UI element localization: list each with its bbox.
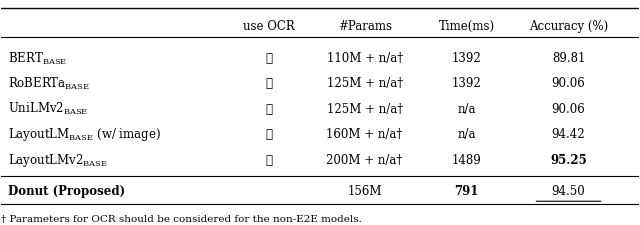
Text: 200M + n/a†: 200M + n/a† bbox=[326, 153, 403, 166]
Text: ✓: ✓ bbox=[266, 77, 273, 90]
Text: ✓: ✓ bbox=[266, 153, 273, 166]
Text: UniLMv2$_\mathregular{BASE}$: UniLMv2$_\mathregular{BASE}$ bbox=[8, 101, 88, 117]
Text: 1392: 1392 bbox=[452, 77, 481, 90]
Text: Accuracy (%): Accuracy (%) bbox=[529, 20, 608, 33]
Text: 1489: 1489 bbox=[452, 153, 481, 166]
Text: 125M + n/a†: 125M + n/a† bbox=[326, 103, 403, 116]
Text: 90.06: 90.06 bbox=[552, 103, 586, 116]
Text: 90.06: 90.06 bbox=[552, 77, 586, 90]
Text: † Parameters for OCR should be considered for the non-E2E models.: † Parameters for OCR should be considere… bbox=[1, 215, 362, 224]
Text: #Params: #Params bbox=[338, 20, 392, 33]
Text: 1392: 1392 bbox=[452, 52, 481, 65]
Text: 89.81: 89.81 bbox=[552, 52, 585, 65]
Text: 791: 791 bbox=[454, 185, 479, 198]
Text: 94.50: 94.50 bbox=[552, 185, 586, 198]
Text: 125M + n/a†: 125M + n/a† bbox=[326, 77, 403, 90]
Text: 94.42: 94.42 bbox=[552, 128, 586, 141]
Text: Time(ms): Time(ms) bbox=[438, 20, 495, 33]
Text: 160M + n/a†: 160M + n/a† bbox=[326, 128, 403, 141]
Text: BERT$_\mathregular{BASE}$: BERT$_\mathregular{BASE}$ bbox=[8, 50, 67, 67]
Text: Donut (Proposed): Donut (Proposed) bbox=[8, 185, 125, 198]
Text: n/a: n/a bbox=[458, 103, 476, 116]
Text: ✓: ✓ bbox=[266, 128, 273, 141]
Text: 95.25: 95.25 bbox=[550, 153, 587, 166]
Text: LayoutLM$_\mathregular{BASE}$ (w/ image): LayoutLM$_\mathregular{BASE}$ (w/ image) bbox=[8, 126, 161, 143]
Text: RoBERTa$_\mathregular{BASE}$: RoBERTa$_\mathregular{BASE}$ bbox=[8, 76, 90, 92]
Text: use OCR: use OCR bbox=[243, 20, 295, 33]
Text: n/a: n/a bbox=[458, 128, 476, 141]
Text: LayoutLMv2$_\mathregular{BASE}$: LayoutLMv2$_\mathregular{BASE}$ bbox=[8, 151, 108, 169]
Text: 156M: 156M bbox=[348, 185, 382, 198]
Text: ✓: ✓ bbox=[266, 52, 273, 65]
Text: ✓: ✓ bbox=[266, 103, 273, 116]
Text: 110M + n/a†: 110M + n/a† bbox=[326, 52, 403, 65]
